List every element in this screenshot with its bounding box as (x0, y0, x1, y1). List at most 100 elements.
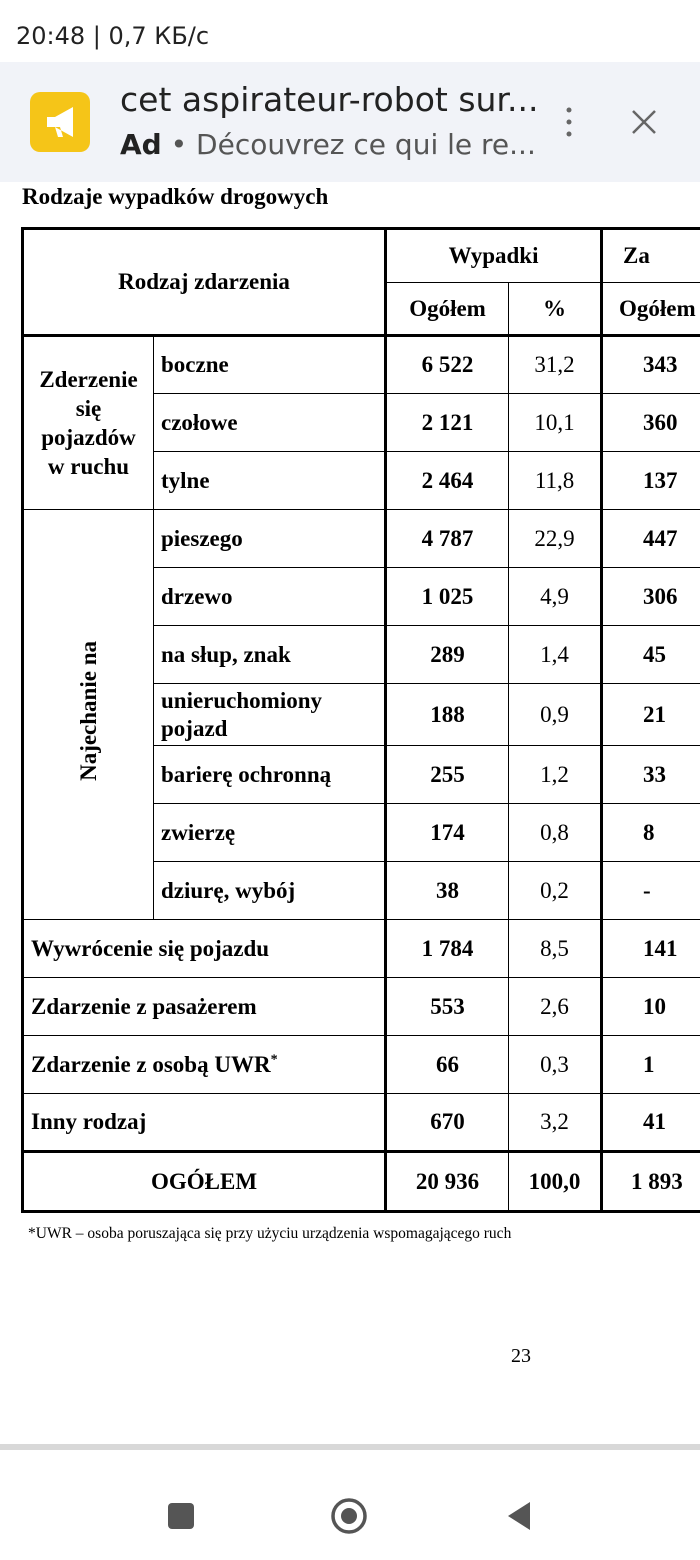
value-cell: 45 (602, 626, 700, 684)
header-cell: Ogółem (386, 283, 509, 336)
value-cell: 4,9 (509, 568, 602, 626)
header-cell: Wypadki (386, 229, 602, 283)
row-label-text: Wywrócenie się pojazdu (31, 936, 269, 961)
row-label: Zdarzenie z pasażerem (23, 978, 386, 1036)
footnote-marker: * (271, 1052, 278, 1067)
group-label: Zderzenie się pojazdów w ruchu (39, 367, 137, 479)
row-label: tylne (154, 452, 386, 510)
row-label: OGÓŁEM (23, 1152, 386, 1212)
row-label: na słup, znak (154, 626, 386, 684)
document: Rodzaje wypadków drogowych Rodzaj zdarze… (0, 182, 700, 1444)
row-label: dziurę, wybój (154, 862, 386, 920)
row-label: czołowe (154, 394, 386, 452)
value-cell: 4 787 (386, 510, 509, 568)
value-cell: 8 (602, 804, 700, 862)
row-label: boczne (154, 336, 386, 394)
value-cell: 0,3 (509, 1036, 602, 1094)
value-cell: 1 784 (386, 920, 509, 978)
value-cell: 255 (386, 746, 509, 804)
row-label: barierę ochronną (154, 746, 386, 804)
value-cell: 553 (386, 978, 509, 1036)
value-cell: 21 (602, 684, 700, 746)
value-cell: 3,2 (509, 1094, 602, 1152)
header-cell: Za (602, 229, 700, 283)
value-cell: 66 (386, 1036, 509, 1094)
row-label-text: Zdarzenie z pasażerem (31, 994, 257, 1019)
value-cell: 1,4 (509, 626, 602, 684)
value-cell: 6 522 (386, 336, 509, 394)
value-cell: 31,2 (509, 336, 602, 394)
ad-title[interactable]: cet aspirateur-robot sur... (120, 80, 538, 119)
row-label: pieszego (154, 510, 386, 568)
row-label: Zdarzenie z osobą UWR* (23, 1036, 386, 1094)
value-cell: 1,2 (509, 746, 602, 804)
value-cell: 0,8 (509, 804, 602, 862)
group-cell: Najechanie na (23, 510, 154, 920)
value-cell: 188 (386, 684, 509, 746)
ad-separator: • (171, 128, 188, 161)
close-button[interactable] (633, 111, 655, 133)
value-cell: 306 (602, 568, 700, 626)
value-cell: 1 (602, 1036, 700, 1094)
row-label-text: Inny rodzaj (31, 1109, 146, 1134)
value-cell: 670 (386, 1094, 509, 1152)
value-cell: 10,1 (509, 394, 602, 452)
menu-button[interactable] (567, 108, 572, 113)
row-label: unieruchomiony pojazd (154, 684, 386, 746)
value-cell: 137 (602, 452, 700, 510)
value-cell: 38 (386, 862, 509, 920)
header-cell: Ogółem (602, 283, 700, 336)
row-label: zwierzę (154, 804, 386, 862)
value-cell: 2 121 (386, 394, 509, 452)
value-cell: 33 (602, 746, 700, 804)
ad-banner[interactable]: cet aspirateur-robot sur... Ad • Découvr… (0, 62, 700, 182)
row-label: Wywrócenie się pojazdu (23, 920, 386, 978)
header-cell: % (509, 283, 602, 336)
value-cell: 289 (386, 626, 509, 684)
header-cell: Rodzaj zdarzenia (23, 229, 386, 336)
value-cell: 22,9 (509, 510, 602, 568)
group-cell: Zderzenie się pojazdów w ruchu (23, 336, 154, 510)
value-cell: 0,9 (509, 684, 602, 746)
value-cell: 20 936 (386, 1152, 509, 1212)
value-cell: 2 464 (386, 452, 509, 510)
value-cell: 174 (386, 804, 509, 862)
group-label: Najechanie na (74, 641, 103, 781)
doc-title: Rodzaje wypadków drogowych (22, 184, 328, 210)
ad-label: Ad (120, 128, 162, 161)
ad-description: Découvrez ce qui le re... (196, 128, 536, 161)
value-cell: 0,2 (509, 862, 602, 920)
value-cell: 360 (602, 394, 700, 452)
ad-subtitle[interactable]: Ad • Découvrez ce qui le re... (120, 128, 536, 161)
status-bar: 20:48 | 0,7 КБ/с 4G 54% (0, 0, 700, 62)
value-cell: - (602, 862, 700, 920)
value-cell: 100,0 (509, 1152, 602, 1212)
value-cell: 1 025 (386, 568, 509, 626)
navigation-bar (0, 1444, 700, 1556)
status-icons: 4G 54% (380, 0, 700, 62)
row-label: Inny rodzaj (23, 1094, 386, 1152)
footnote: *UWR – osoba poruszająca się przy użyciu… (28, 1225, 511, 1243)
value-cell: 1 893 (602, 1152, 700, 1212)
value-cell: 10 (602, 978, 700, 1036)
nav-icons (0, 1450, 700, 1556)
recents-button[interactable] (168, 1503, 194, 1529)
value-cell: 41 (602, 1094, 700, 1152)
value-cell: 11,8 (509, 452, 602, 510)
back-button[interactable] (508, 1502, 530, 1530)
value-cell: 447 (602, 510, 700, 568)
value-cell: 2,6 (509, 978, 602, 1036)
row-label: drzewo (154, 568, 386, 626)
value-cell: 343 (602, 336, 700, 394)
value-cell: 141 (602, 920, 700, 978)
